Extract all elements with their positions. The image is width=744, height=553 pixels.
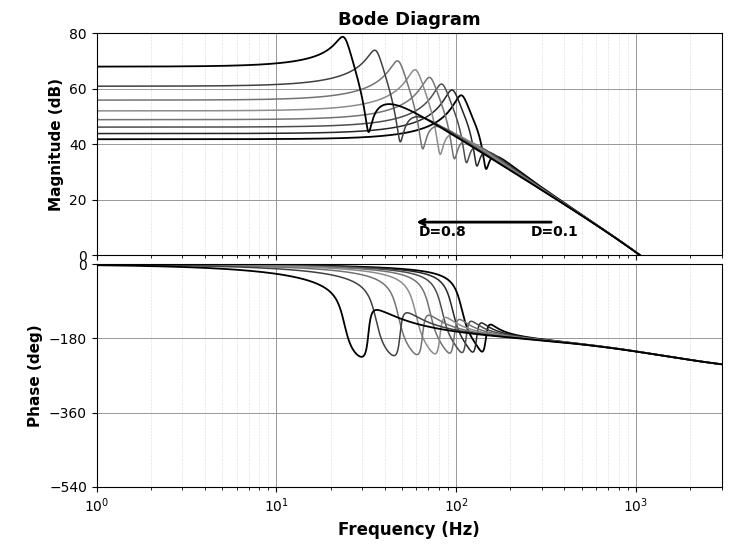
X-axis label: Frequency (Hz): Frequency (Hz) [339,520,480,539]
Y-axis label: Magnitude (dB): Magnitude (dB) [49,78,64,211]
Y-axis label: Phase (deg): Phase (deg) [28,324,43,427]
Title: Bode Diagram: Bode Diagram [338,11,481,29]
Text: D=0.8: D=0.8 [419,225,466,239]
Text: D=0.1: D=0.1 [530,225,579,239]
